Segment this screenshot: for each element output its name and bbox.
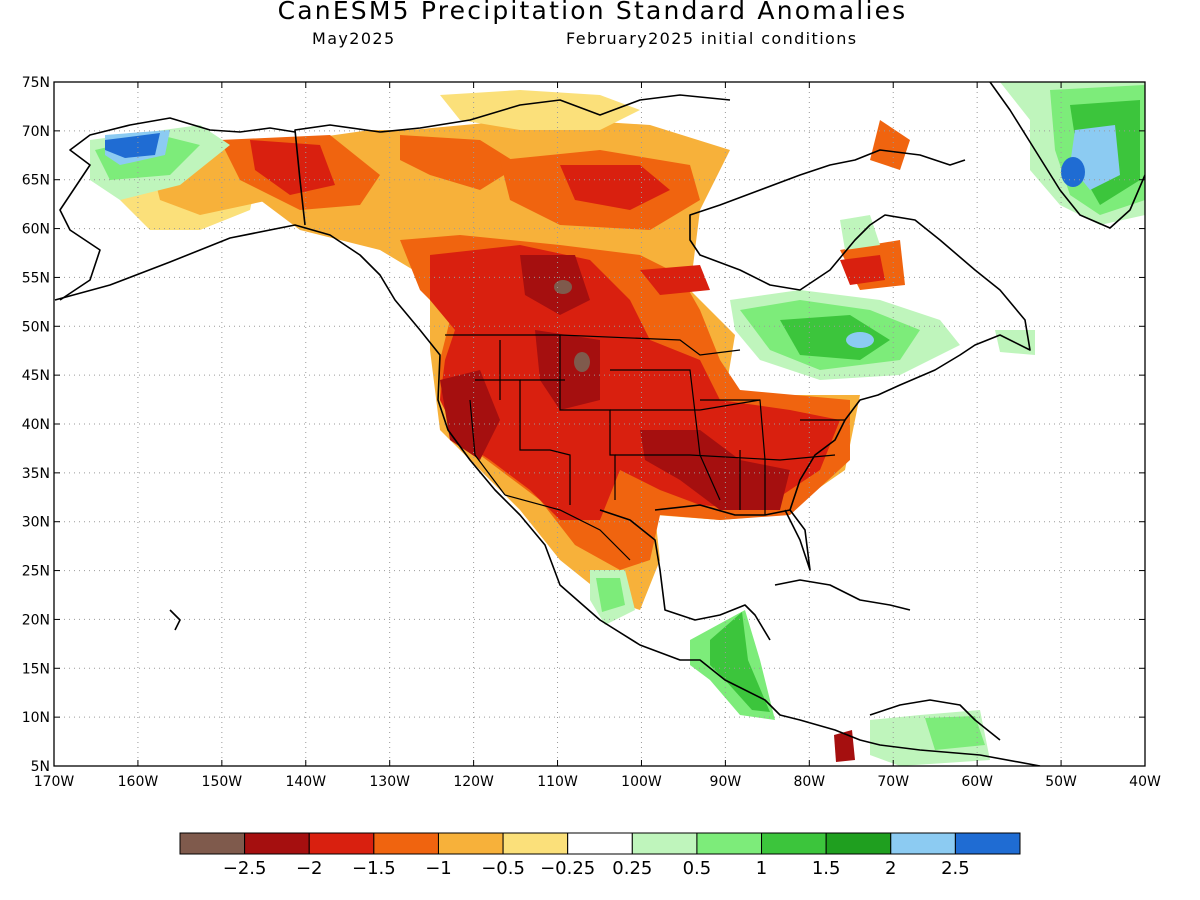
- axis-ticks: [53, 81, 1146, 767]
- colorbar-label: −2.5: [223, 858, 267, 879]
- lat-tick-label: 25N: [22, 564, 50, 580]
- colorbar: −2.5 −2 −1.5 −1 −0.5 −0.25 0.25 0.5 1 1.5 2 2.5: [179, 832, 1021, 879]
- lon-tick-label: 70W: [877, 774, 909, 790]
- anomaly-field: [834, 730, 855, 762]
- lon-tick-label: 90W: [710, 774, 742, 790]
- lon-tick-label: 80W: [793, 774, 825, 790]
- anomaly-field: [840, 215, 880, 250]
- axis-tick-labels: 170W 160W 150W 140W 130W 120W 110W 100W 90W 80W 70…: [22, 75, 1161, 790]
- anomaly-field: [535, 330, 600, 410]
- anomaly-field: [560, 165, 670, 210]
- colorbar-label: −0.25: [540, 858, 595, 879]
- anomaly-field: [400, 135, 520, 190]
- lon-tick-label: 120W: [453, 774, 494, 790]
- colorbar-swatch: [244, 832, 310, 855]
- colorbar-swatch: [761, 832, 827, 855]
- lat-tick-label: 10N: [22, 710, 50, 726]
- colorbar-swatch: [825, 832, 892, 855]
- lon-tick-label: 170W: [34, 774, 75, 790]
- colorbar-swatch: [890, 832, 956, 855]
- anomaly-field: [840, 255, 885, 285]
- colorbar-label: 0.5: [683, 858, 712, 879]
- lon-tick-label: 150W: [202, 774, 243, 790]
- colorbar-swatch: [179, 832, 246, 855]
- colorbar-label: 1: [756, 858, 767, 879]
- coastlines: [54, 82, 1145, 766]
- lon-tick-label: 60W: [961, 774, 993, 790]
- valid-month-label: May2025: [312, 29, 396, 48]
- anomaly-field: [596, 578, 625, 612]
- initial-conditions-label: February2025 initial conditions: [566, 29, 858, 48]
- colorbar-label: 2.5: [941, 858, 970, 879]
- lon-tick-label: 40W: [1129, 774, 1161, 790]
- anomaly-field: [440, 370, 500, 460]
- colorbar-swatch: [954, 832, 1021, 855]
- colorbar-label: −2: [296, 858, 323, 879]
- anomaly-field: [640, 265, 710, 295]
- colorbar-label: −1: [425, 858, 452, 879]
- colorbar-swatch: [696, 832, 763, 855]
- lon-tick-label: 110W: [537, 774, 578, 790]
- colorbar-swatch: [373, 832, 439, 855]
- lat-tick-label: 70N: [22, 124, 50, 140]
- colorbar-label: 0.25: [612, 858, 652, 879]
- lat-tick-label: 15N: [22, 661, 50, 677]
- anomaly-field: [554, 280, 572, 294]
- lat-tick-label: 40N: [22, 417, 50, 433]
- colorbar-label: −1.5: [352, 858, 396, 879]
- lat-tick-label: 60N: [22, 222, 50, 238]
- lon-tick-label: 140W: [285, 774, 326, 790]
- anomaly-field: [430, 245, 840, 520]
- anomaly-field: [1061, 157, 1085, 187]
- lat-tick-label: 5N: [31, 759, 50, 775]
- grid-lines: [54, 82, 1145, 766]
- lon-tick-label: 130W: [369, 774, 410, 790]
- colorbar-swatch: [567, 832, 633, 855]
- colorbar-label: −0.5: [481, 858, 525, 879]
- lat-tick-label: 20N: [22, 612, 50, 628]
- colorbar-label: 1.5: [812, 858, 841, 879]
- colorbar-swatch: [502, 832, 569, 855]
- anomaly-field: [574, 352, 590, 372]
- political-borders: [445, 334, 845, 561]
- map-title: CanESM5 Precipitation Standard Anomalies: [277, 0, 908, 25]
- colorbar-swatch: [631, 832, 698, 855]
- lon-tick-label: 160W: [118, 774, 159, 790]
- colorbar-label: 2: [885, 858, 896, 879]
- anomaly-field: [870, 120, 910, 170]
- lon-tick-label: 50W: [1045, 774, 1077, 790]
- lat-tick-label: 75N: [22, 75, 50, 91]
- anomaly-field: [640, 430, 790, 510]
- lat-tick-label: 50N: [22, 319, 50, 335]
- colorbar-swatch: [308, 832, 375, 855]
- anomaly-field: [250, 140, 335, 195]
- anomaly-field: [846, 332, 874, 348]
- lat-tick-label: 55N: [22, 270, 50, 286]
- anomaly-fields: [90, 82, 1145, 766]
- lat-tick-label: 35N: [22, 466, 50, 482]
- lat-tick-label: 65N: [22, 173, 50, 189]
- lat-tick-label: 30N: [22, 515, 50, 531]
- anomaly-field: [440, 90, 640, 130]
- lon-tick-label: 100W: [621, 774, 662, 790]
- anomaly-field: [105, 133, 160, 158]
- anomaly-field: [925, 716, 985, 750]
- anomaly-field: [780, 315, 890, 360]
- lat-tick-label: 45N: [22, 368, 50, 384]
- colorbar-swatch: [437, 832, 504, 855]
